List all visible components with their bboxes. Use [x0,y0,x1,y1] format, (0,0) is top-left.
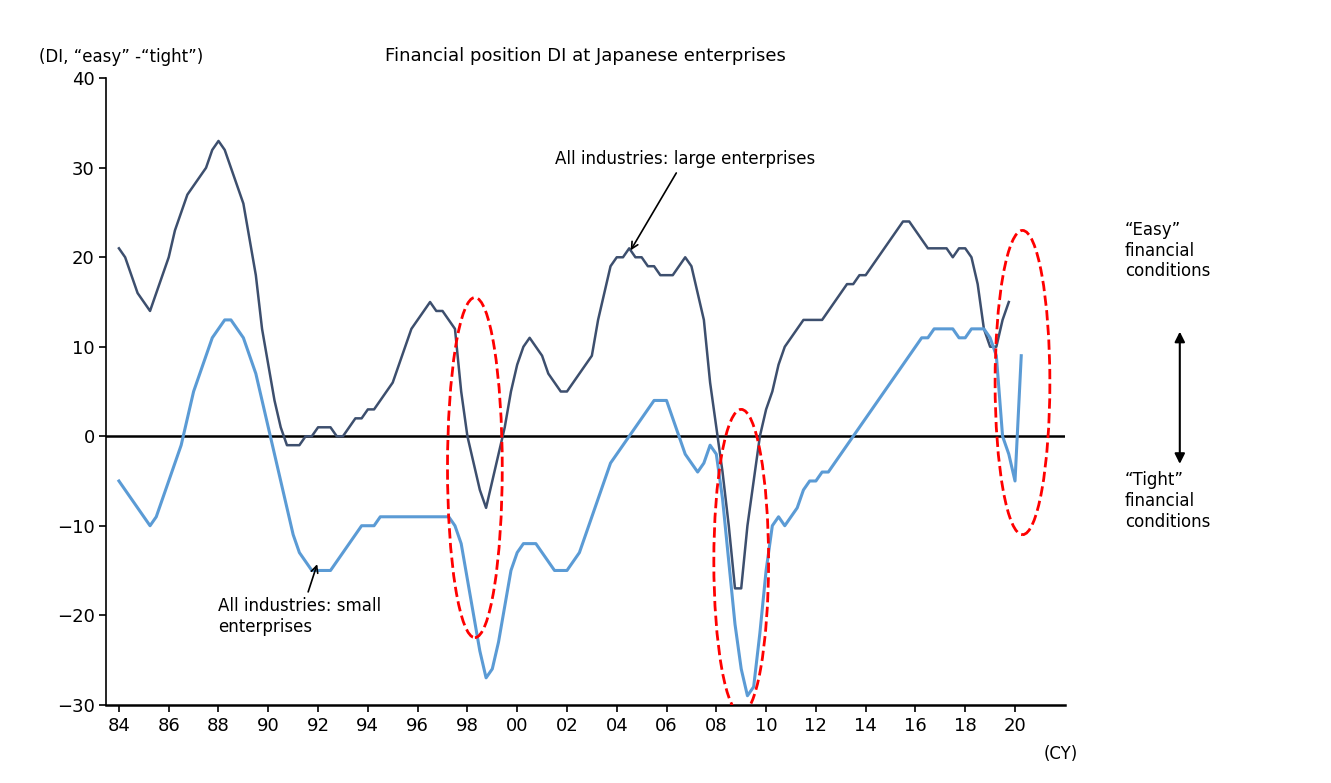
Text: All industries: large enterprises: All industries: large enterprises [555,150,815,249]
Text: (CY): (CY) [1044,745,1078,763]
Text: “Easy”
financial
conditions: “Easy” financial conditions [1125,221,1210,280]
Text: Financial position DI at Japanese enterprises: Financial position DI at Japanese enterp… [385,47,787,65]
Text: “Tight”
financial
conditions: “Tight” financial conditions [1125,471,1210,531]
Text: (DI, “easy” -“tight”): (DI, “easy” -“tight”) [40,48,204,66]
Text: All industries: small
enterprises: All industries: small enterprises [218,566,382,636]
